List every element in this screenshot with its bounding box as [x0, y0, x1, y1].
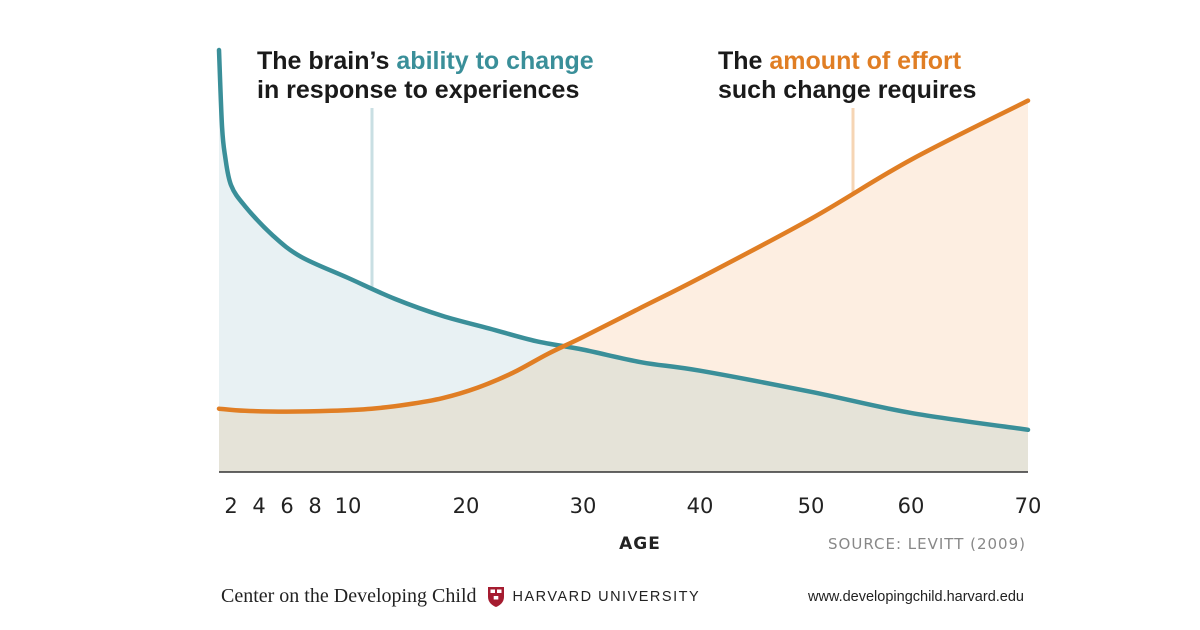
series-lines [216, 47, 1031, 433]
effort-prefix: The [718, 47, 770, 75]
x-tick-label: 20 [453, 494, 480, 518]
x-tick-label: 30 [570, 494, 597, 518]
x-tick-label: 70 [1015, 494, 1042, 518]
x-axis-label: AGE [619, 534, 661, 554]
x-tick-label: 40 [687, 494, 714, 518]
x-tick-label: 10 [335, 494, 362, 518]
footer-url: www.developingchild.harvard.edu [807, 589, 1024, 605]
overlap-area-fill [219, 346, 1028, 472]
footer-branding: Center on the Developing Child HARVARD U… [221, 585, 700, 608]
ability-annotation: The brain’s ability to change in respons… [257, 47, 594, 105]
harvard-shield-icon [487, 586, 504, 607]
x-tick-label: 4 [252, 494, 265, 518]
university-name: HARVARD UNIVERSITY [512, 588, 701, 605]
effort-area-fill [565, 100, 1028, 430]
source-label: SOURCE: LEVITT (2009) [828, 535, 1026, 553]
x-tick-label: 60 [898, 494, 925, 518]
annotation-leaders [370, 108, 855, 289]
ability-highlight: ability to change [396, 47, 594, 75]
effort-annotation: The amount of effort such change require… [718, 47, 976, 105]
effort-highlight: amount of effort [769, 47, 962, 75]
ability-line2: in response to experiences [257, 76, 580, 104]
ability-area-fill [219, 50, 563, 412]
x-tick-labels: 2 4 6 8 10 20 30 40 50 60 70 [224, 494, 1041, 518]
ability-series-line [216, 47, 1031, 433]
effort-line2: such change requires [718, 76, 977, 104]
ability-prefix: The brain’s [257, 47, 397, 75]
area-fills [219, 50, 1028, 472]
x-tick-label: 8 [308, 494, 321, 518]
effort-series-line [216, 98, 1031, 414]
x-tick-label: 6 [280, 494, 293, 518]
x-tick-label: 2 [224, 494, 237, 518]
org-name: Center on the Developing Child [221, 585, 477, 607]
x-tick-label: 50 [798, 494, 825, 518]
